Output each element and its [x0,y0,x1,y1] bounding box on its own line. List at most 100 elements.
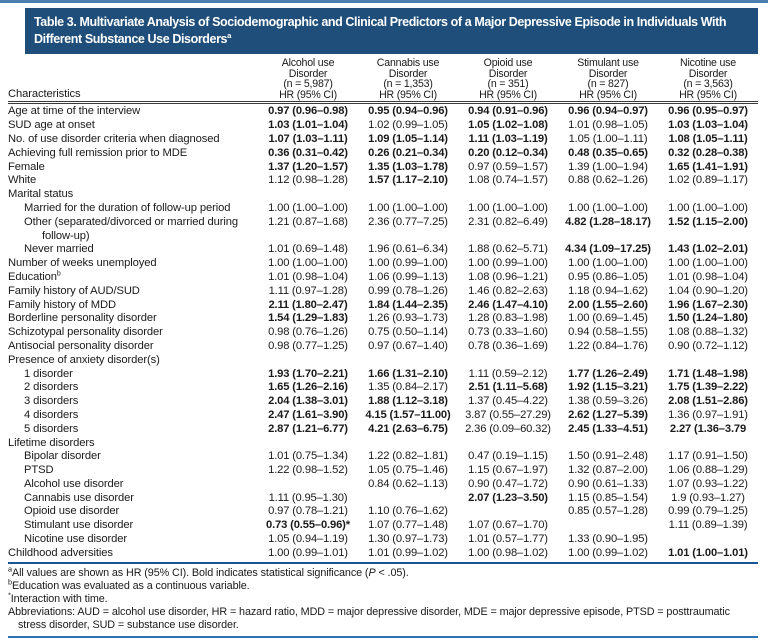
row-label: Schizotypal personality disorder [8,326,163,339]
hr-value-cell: 0.98 (0.77–1.25) [268,339,348,352]
footnote: Abbreviations: AUD = alcohol use disorde… [8,605,730,631]
hr-value-cell: 1.04 (0.90–1.20) [668,284,748,297]
hr-value-cell: 1.11 (1.03–1.19) [468,132,548,145]
hr-value-cell: 1.77 (1.26–2.49) [568,367,648,380]
hr-value-cell: 2.31 (0.82–6.49) [468,215,548,228]
hr-value-cell: 1.00 (1.00–1.00) [668,257,748,270]
hr-value-cell: 1.07 (0.67–1.70) [468,519,548,532]
row-label: Family history of MDD [8,298,116,311]
table-row: Family history of AUD/SUD 1.11 (0.97–1.28… [8,285,758,299]
footnote: aAll values are shown as HR (95% CI). Bo… [8,564,409,579]
hr-value-cell: 1.01 (0.98–1.04) [668,270,748,283]
hr-value-cell: 1.9 (0.93–1.27) [671,491,745,504]
hr-value-cell: 1.92 (1.15–3.21) [568,381,648,394]
hr-value-cell: 1.00 (0.99–1.01) [268,546,348,559]
column-header: Alcohol use Disorder (n = 5,987) HR (95% CI… [258,57,358,100]
table-row: Opioid use disorder 0.97 (0.78–1.21) 1.10 … [8,505,758,519]
column-header: Opioid use Disorder (n = 351) HR (95% CI) [458,57,558,100]
hr-value-cell: 1.65 (1.41–1.91) [668,160,748,173]
table-bottom-rule [8,561,758,564]
hr-value-cell: 2.04 (1.38–3.01) [268,395,348,408]
hr-value-cell: 0.90 (0.61–1.33) [568,477,648,490]
table-row: 1 disorder 1.93 (1.70–2.21) 1.66 (1.31–2.1… [8,368,758,382]
row-label: SUD age at onset [8,119,95,132]
hr-value-cell: 0.90 (0.47–1.72) [468,477,548,490]
hr-value-cell: 0.26 (0.21–0.34) [368,146,448,159]
section-row: Marital status [8,188,758,202]
table-row: Schizotypal personality disorder 0.98 (0.… [8,326,758,340]
column-header-line: Disorder [588,67,628,80]
row-label: Nicotine use disorder [24,533,127,546]
hr-value-cell: 1.05 (1.00–1.11) [568,132,648,145]
hr-value-cell: 1.00 (1.00–1.00) [568,201,648,214]
column-header-line: (n = 1,353) [383,78,433,91]
hr-value-cell: 0.73 (0.33–1.60) [468,326,548,339]
hr-value-cell: 1.38 (0.59–3.26) [568,395,648,408]
footnotes: aAll values are shown as HR (95% CI). Bo… [8,564,758,632]
hr-value-cell: 2.36 (0.77–7.25) [368,215,448,228]
hr-value-cell: 0.94 (0.91–0.96) [468,105,548,118]
row-label: Cannabis use disorder [24,491,134,504]
hr-value-cell: 1.66 (1.31–2.10) [368,367,448,380]
hr-value-cell: 1.03 (1.01–1.04) [268,119,348,132]
hr-value-cell: 1.88 (1.12–3.18) [368,395,448,408]
hr-value-cell: 1.12 (0.98–1.28) [268,174,348,187]
hr-value-cell: 2.46 (1.47–4.10) [468,298,548,311]
italic-term: P [368,566,376,579]
hr-value-cell: 0.95 (0.86–1.05) [568,270,648,283]
footnote-marker: * [8,590,11,600]
table-row: Other (separated/divorced or married dur… [8,216,758,244]
column-header-line: Disorder [688,67,728,80]
hr-value-cell: 1.30 (0.97–1.73) [368,533,448,546]
row-label: Stimulant use disorder [24,519,134,532]
hr-value-cell: 1.02 (0.99–1.05) [368,119,448,132]
table-row: 5 disorders 2.87 (1.21–6.77) 4.21 (2.63–6.… [8,423,758,437]
column-header-line: (n = 5,987) [283,78,333,91]
hr-value-cell: 4.21 (2.63–6.75) [368,422,448,435]
row-label: Bipolar disorder [24,450,101,463]
hr-value-cell: 1.00 (1.00–1.00) [368,201,448,214]
hr-value-cell: 0.97 (0.78–1.21) [268,505,348,518]
row-label: Female [8,160,45,173]
table-row: Married for the duration of follow-up pe… [8,202,758,216]
column-header: Stimulant use Disorder (n = 827) HR (95% CI… [558,57,658,100]
hr-value-cell: 1.11 (0.89–1.39) [668,519,748,532]
hr-value-cell: 1.18 (0.94–1.62) [568,284,648,297]
table-header: Characteristics Alcohol use Disorder (n = … [8,57,758,100]
hr-value-cell: 1.22 (0.82–1.81) [368,450,448,463]
hr-value-cell: 1.50 (1.24–1.80) [668,312,748,325]
hr-value-cell: 1.00 (0.99–1.00) [468,257,548,270]
footnote-marker: a [8,564,12,574]
hr-value-cell: 1.00 (1.00–1.00) [268,201,348,214]
hr-value-cell: 1.05 (0.94–1.19) [268,533,348,546]
hr-value-cell: 1.01 (0.98–1.04) [268,270,348,283]
column-header-line: Disorder [288,67,328,80]
title-footnote-marker: a [227,30,232,40]
hr-value-cell: 2.27 (1.36–3.79 [669,422,747,435]
hr-value-cell: 4.82 (1.28–18.17) [565,215,651,228]
hr-value-cell: 0.90 (0.72–1.12) [668,339,748,352]
hr-value-cell: 1.21 (0.87–1.68) [268,215,348,228]
hr-value-cell: 2.07 (1.23–3.50) [468,491,548,504]
hr-value-cell: 1.75 (1.39–2.22) [668,381,748,394]
hr-value-cell: 1.22 (0.84–1.76) [568,339,648,352]
table-row: Number of weeks unemployed 1.00 (1.00–1.0… [8,257,758,271]
hr-value-cell: 0.36 (0.31–0.42) [268,146,348,159]
row-label: PTSD [24,464,54,477]
hr-value-cell: 1.07 (0.93–1.22) [668,477,748,490]
table-row: Alcohol use disorder 0.84 (0.62–1.13) 0.90… [8,478,758,492]
hr-value-cell: 0.88 (0.62–1.26) [568,174,648,187]
row-label: Achieving full remission prior to MDE [8,146,188,159]
column-header-line: Nicotine use [680,57,736,69]
row-label: Opioid use disorder [24,505,120,518]
footnote: bEducation was evaluated as a continuous… [8,577,250,592]
row-label: Never married [24,243,94,256]
hr-value-cell: 1.05 (0.75–1.46) [368,464,448,477]
hr-value-cell: 0.98 (0.76–1.26) [268,326,348,339]
column-header-line: Opioid use [483,57,533,69]
hr-value-cell: 1.08 (0.96–1.21) [468,270,548,283]
hr-value-cell: 1.50 (0.91–2.48) [568,450,648,463]
column-header-line: Stimulant use [577,57,639,69]
characteristics-header: Characteristics [8,88,81,101]
row-label: Family history of AUD/SUD [8,284,140,297]
